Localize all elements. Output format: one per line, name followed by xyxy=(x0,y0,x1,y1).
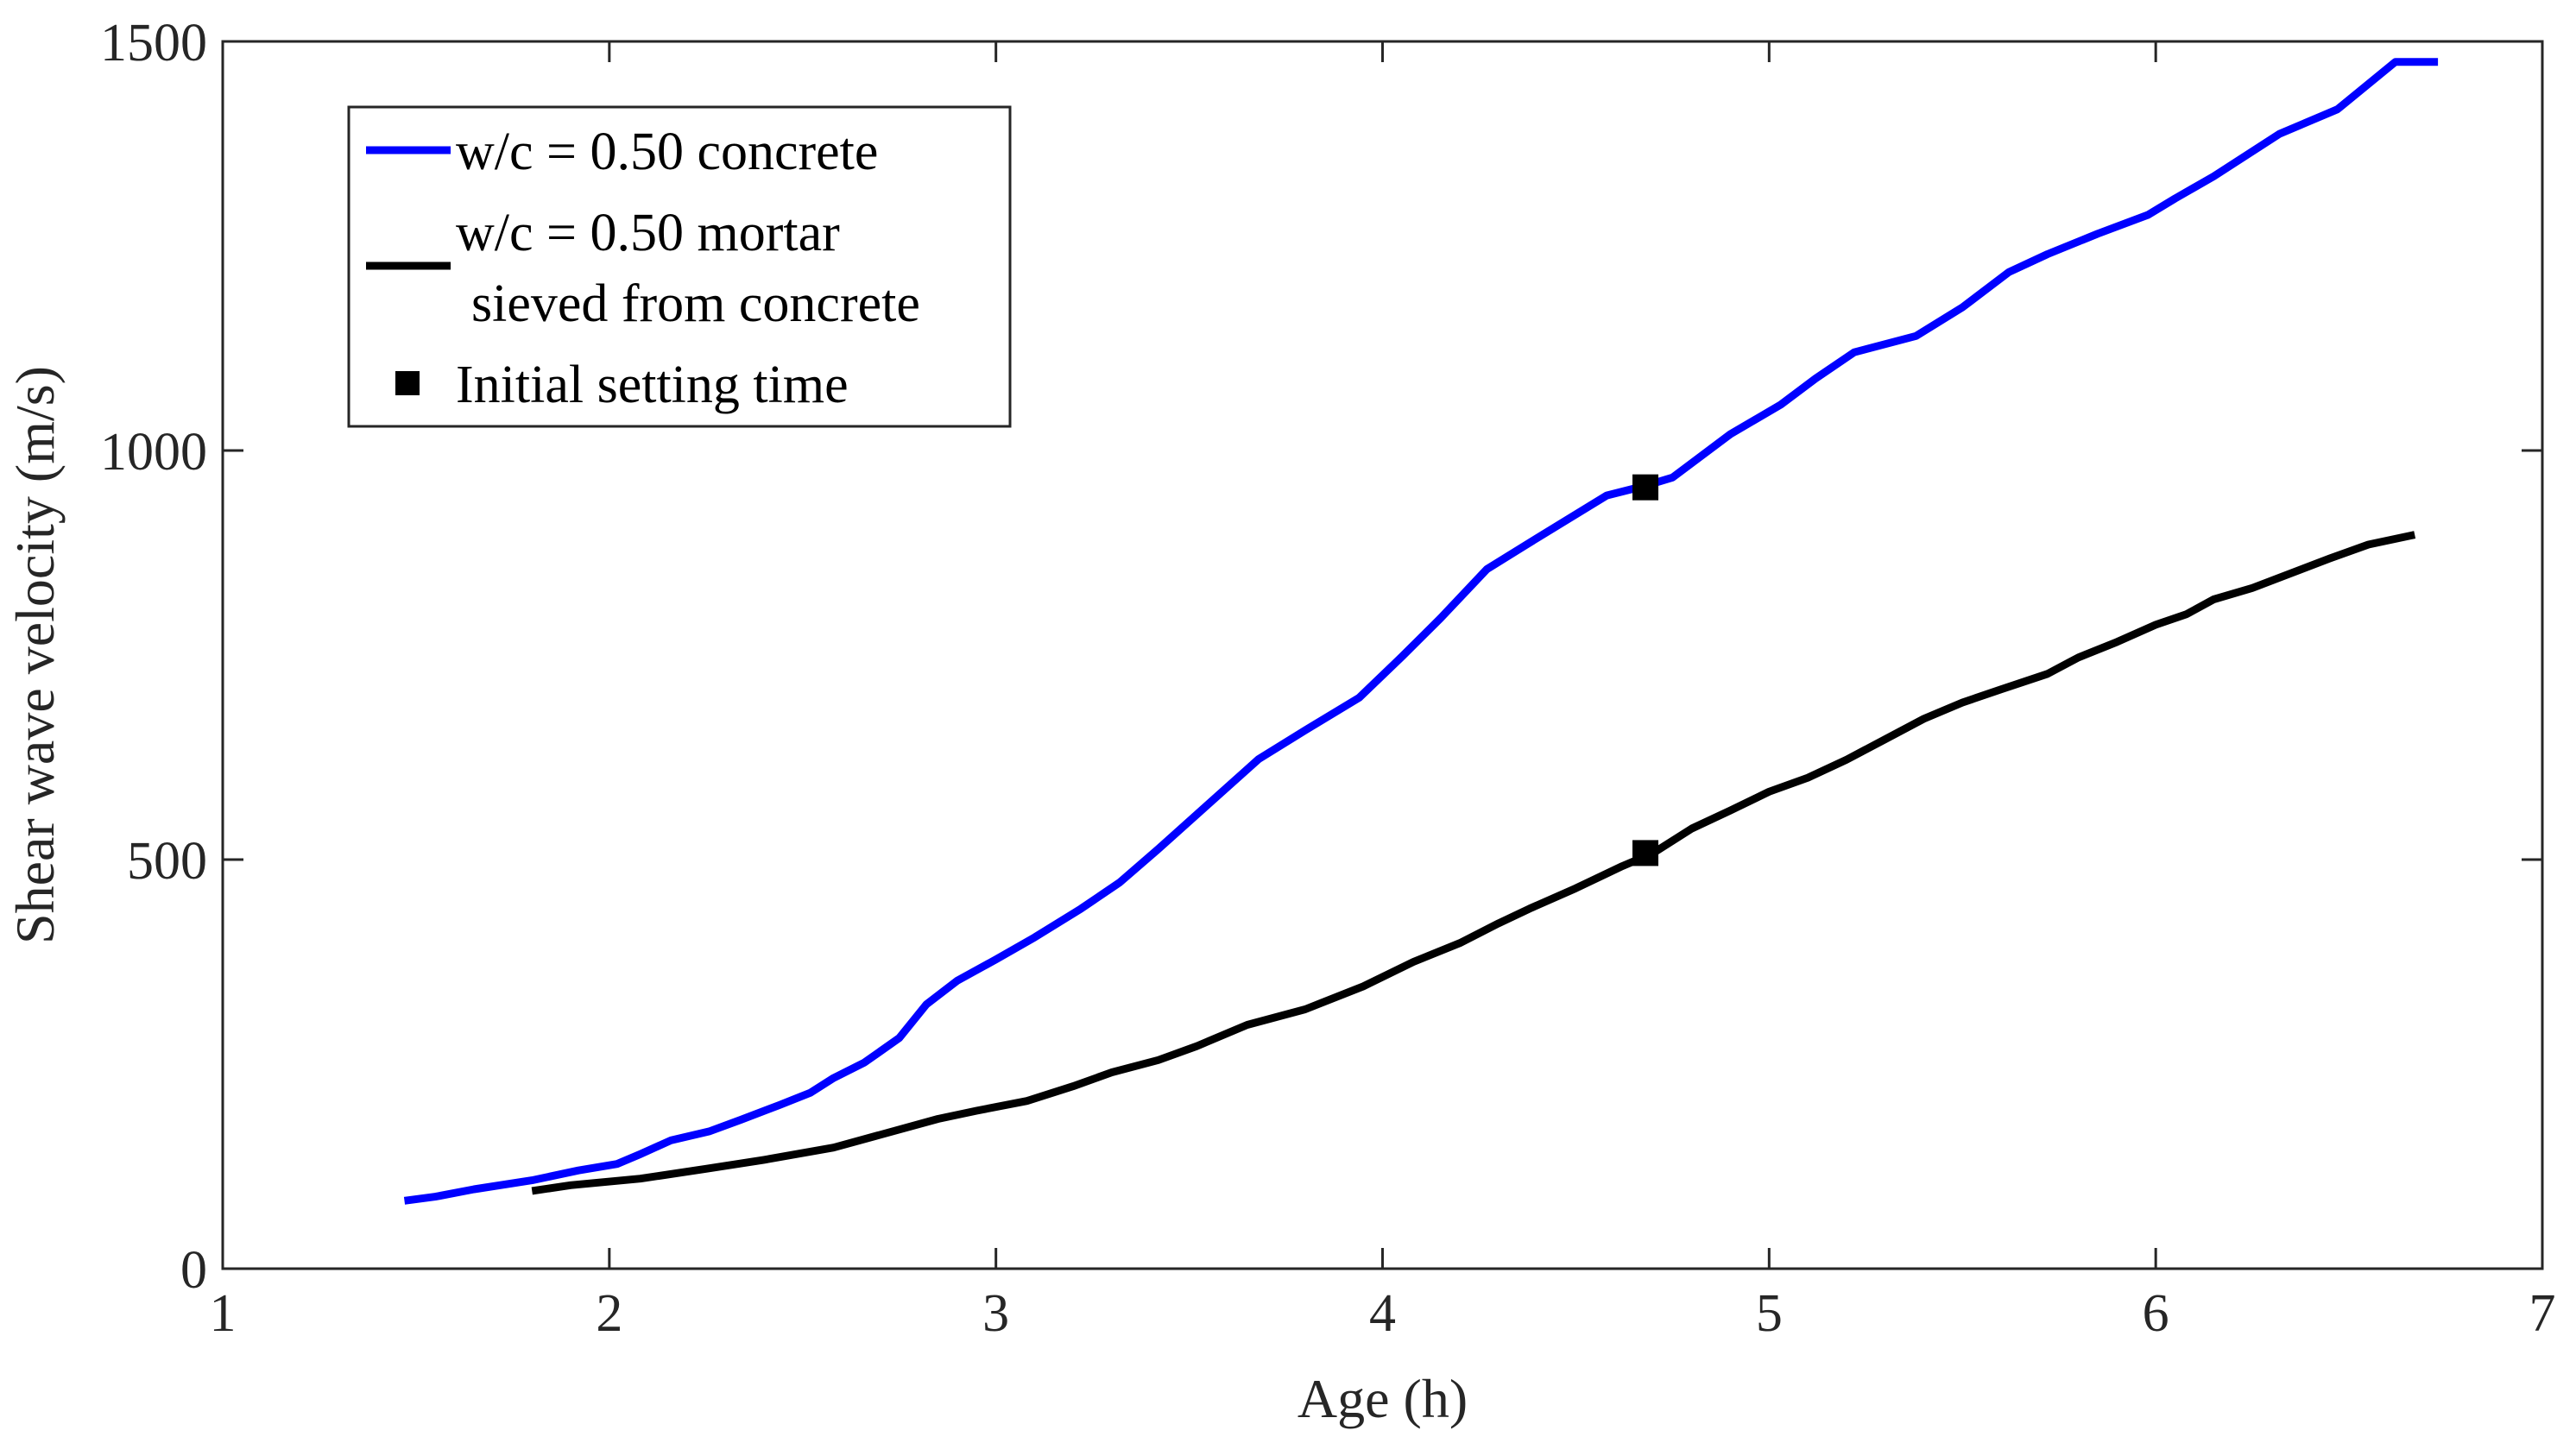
x-tick-label: 1 xyxy=(210,1284,237,1343)
x-tick-label: 6 xyxy=(2143,1284,2169,1343)
y-tick-label: 500 xyxy=(127,832,207,891)
series-line-concrete xyxy=(403,58,2439,1205)
legend: w/c = 0.50 concrete w/c = 0.50 mortar siev… xyxy=(347,105,1012,428)
x-tick-label: 3 xyxy=(982,1284,1009,1343)
series-line-mortar xyxy=(531,531,2416,1195)
series-layer xyxy=(403,58,2439,1205)
legend-label-mortar-line2: sieved from concrete xyxy=(471,274,920,333)
label-layer: 1 2 3 4 5 6 7 0 500 1000 1500 Age (h) Shear wave vel… xyxy=(4,14,2556,1429)
y-tick-label: 0 xyxy=(180,1241,207,1300)
legend-swatch-setting-time xyxy=(395,371,420,395)
x-tick-label: 5 xyxy=(1756,1284,1783,1343)
y-tick-label: 1000 xyxy=(100,423,207,482)
y-tick-label: 1500 xyxy=(100,14,207,72)
y-axis-title: Shear wave velocity (m/s) xyxy=(4,366,66,944)
marker-layer xyxy=(1632,474,1659,866)
axes xyxy=(221,40,2544,1270)
x-axis-title: Age (h) xyxy=(1297,1368,1468,1429)
setting-time-marker xyxy=(1632,840,1659,866)
x-tick-label: 2 xyxy=(596,1284,622,1343)
legend-label-setting-time: Initial setting time xyxy=(456,356,849,414)
legend-label-mortar-line1: w/c = 0.50 mortar xyxy=(456,204,840,262)
x-tick-label: 7 xyxy=(2529,1284,2556,1343)
legend-label-concrete: w/c = 0.50 concrete xyxy=(456,123,878,181)
x-tick-label: 4 xyxy=(1369,1284,1396,1343)
setting-time-marker xyxy=(1632,474,1659,501)
legend-box xyxy=(347,105,1012,428)
